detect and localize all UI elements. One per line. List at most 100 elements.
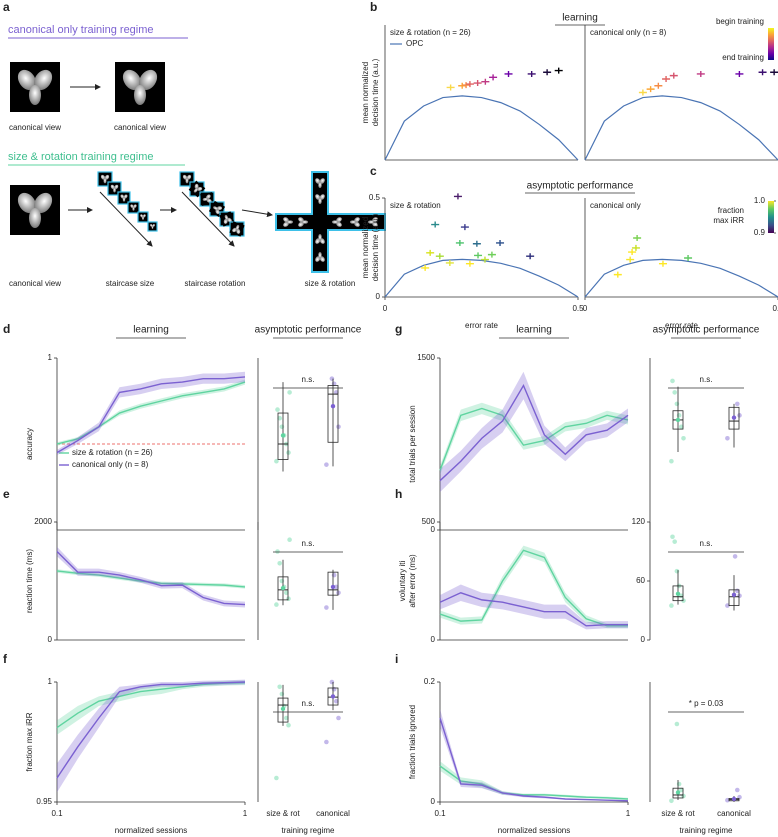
y-tick-label: 0 [48,635,53,644]
panel-letter: i [395,652,398,666]
object-image [348,215,362,229]
series-line [439,407,629,471]
colorbar-label: begin training [716,17,764,26]
data-point [725,797,730,803]
box [728,589,740,606]
data-point [681,435,686,441]
y-tick-label: 1 [48,677,53,686]
x-axis-label: training regime [680,826,733,835]
x-tick-label: 0 [383,304,388,313]
data-point [279,578,285,584]
subtitle: canonical only [590,201,641,210]
arrow [99,191,153,247]
significance-label: n.s. [302,699,315,708]
colorbar-title: fraction [718,206,744,215]
y-tick-label: 2000 [34,517,52,526]
point [489,74,498,81]
data-point [676,413,682,418]
point [472,240,481,247]
data-point [336,590,341,596]
object-image [149,223,156,230]
significance-label: n.s. [700,539,713,548]
data-point [674,401,680,407]
y-axis-label: accuracy [25,428,34,460]
series-line [439,717,629,802]
y-tick-label: 0 [431,635,436,644]
arrow [181,191,235,247]
y-tick-label: 0 [376,292,381,301]
y-tick-label: 0 [641,635,646,644]
data-point [279,424,285,430]
object-image [296,215,310,229]
point [462,82,471,89]
data-point [329,376,335,381]
opc-curve [384,95,579,161]
data-point [669,458,674,464]
series-line [439,383,629,482]
point [465,260,474,267]
colorbar [768,201,774,233]
colorbar-label: end training [722,53,764,62]
y-tick-label: 500 [422,517,436,526]
significance-label: n.s. [700,375,713,384]
image-label: canonical view [9,279,61,288]
box [277,576,289,601]
panel-letter: b [370,0,377,14]
box [672,787,684,799]
image-label: canonical view [9,123,61,132]
point [487,251,496,258]
colorbar-title: max iRR [713,216,744,225]
data-point [286,722,291,728]
x-axis-label: normalized sessions [115,826,187,835]
data-point [284,590,289,596]
mean [731,592,737,597]
data-point [670,378,675,384]
object-image [281,215,295,229]
point [770,69,778,76]
point [554,67,563,74]
box [327,687,339,706]
x-tick-label: 0.1 [434,809,446,818]
data-point [669,798,674,804]
panel-letter: a [3,0,10,14]
data-point [277,684,283,690]
mean [280,706,286,712]
data-point [277,561,283,566]
legend-label: OPC [406,39,424,48]
y-axis-label: after error (ms) [408,554,417,608]
data-point [725,603,730,608]
point [638,89,647,96]
data-point [331,572,337,578]
point [426,249,435,256]
panel-letter: e [3,487,10,501]
subtitle: size & rotation [390,201,441,210]
mean [330,584,336,590]
mean [330,694,336,699]
data-point [676,781,682,787]
data-point [735,401,740,407]
series-line [439,765,629,800]
mean [731,796,737,802]
error-band [440,584,628,630]
data-point [274,458,279,464]
panel-letter: d [3,322,10,336]
object-image [10,185,60,235]
x-tick-label: 1 [626,809,631,818]
object-image [129,203,138,212]
x-axis-label: normalized sessions [498,826,570,835]
data-point [284,715,289,721]
legend-label: canonical only (n = 8) [72,460,149,469]
y-tick-label: 0 [431,525,436,534]
chart-title: asymptotic performance [255,325,362,336]
y-axis-label: decision time (a.u.) [371,58,380,126]
opc-curve [584,95,778,161]
object-image [115,62,165,112]
data-point [324,739,329,745]
data-point [277,415,283,421]
x-tick-label: canonical [717,809,751,818]
data-point [732,554,738,559]
point [669,72,678,79]
error-band [440,545,628,629]
mean [280,433,286,438]
